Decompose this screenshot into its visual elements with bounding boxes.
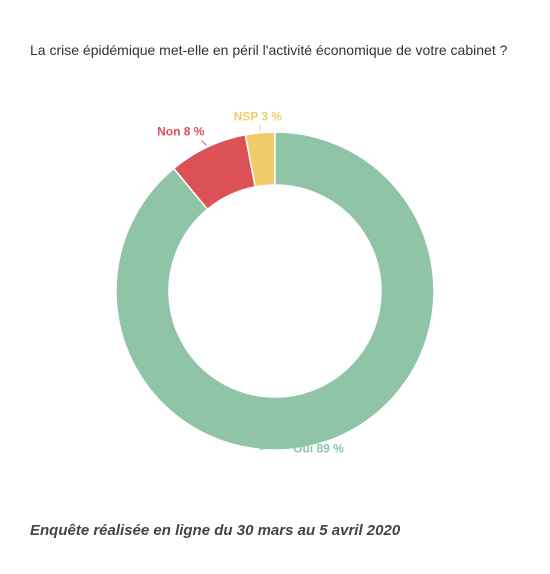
label-nsp: NSP 3 % xyxy=(234,110,283,124)
label-non: Non 8 % xyxy=(157,124,205,138)
slice-oui xyxy=(115,131,435,451)
survey-footnote: Enquête réalisée en ligne du 30 mars au … xyxy=(30,522,401,539)
slice-non xyxy=(172,133,257,211)
label-oui: Oui 89 % xyxy=(293,441,344,455)
chart-title: La crise épidémique met-elle en péril l'… xyxy=(30,42,508,58)
leader-line-oui xyxy=(258,440,292,450)
leader-line-non xyxy=(201,139,207,146)
